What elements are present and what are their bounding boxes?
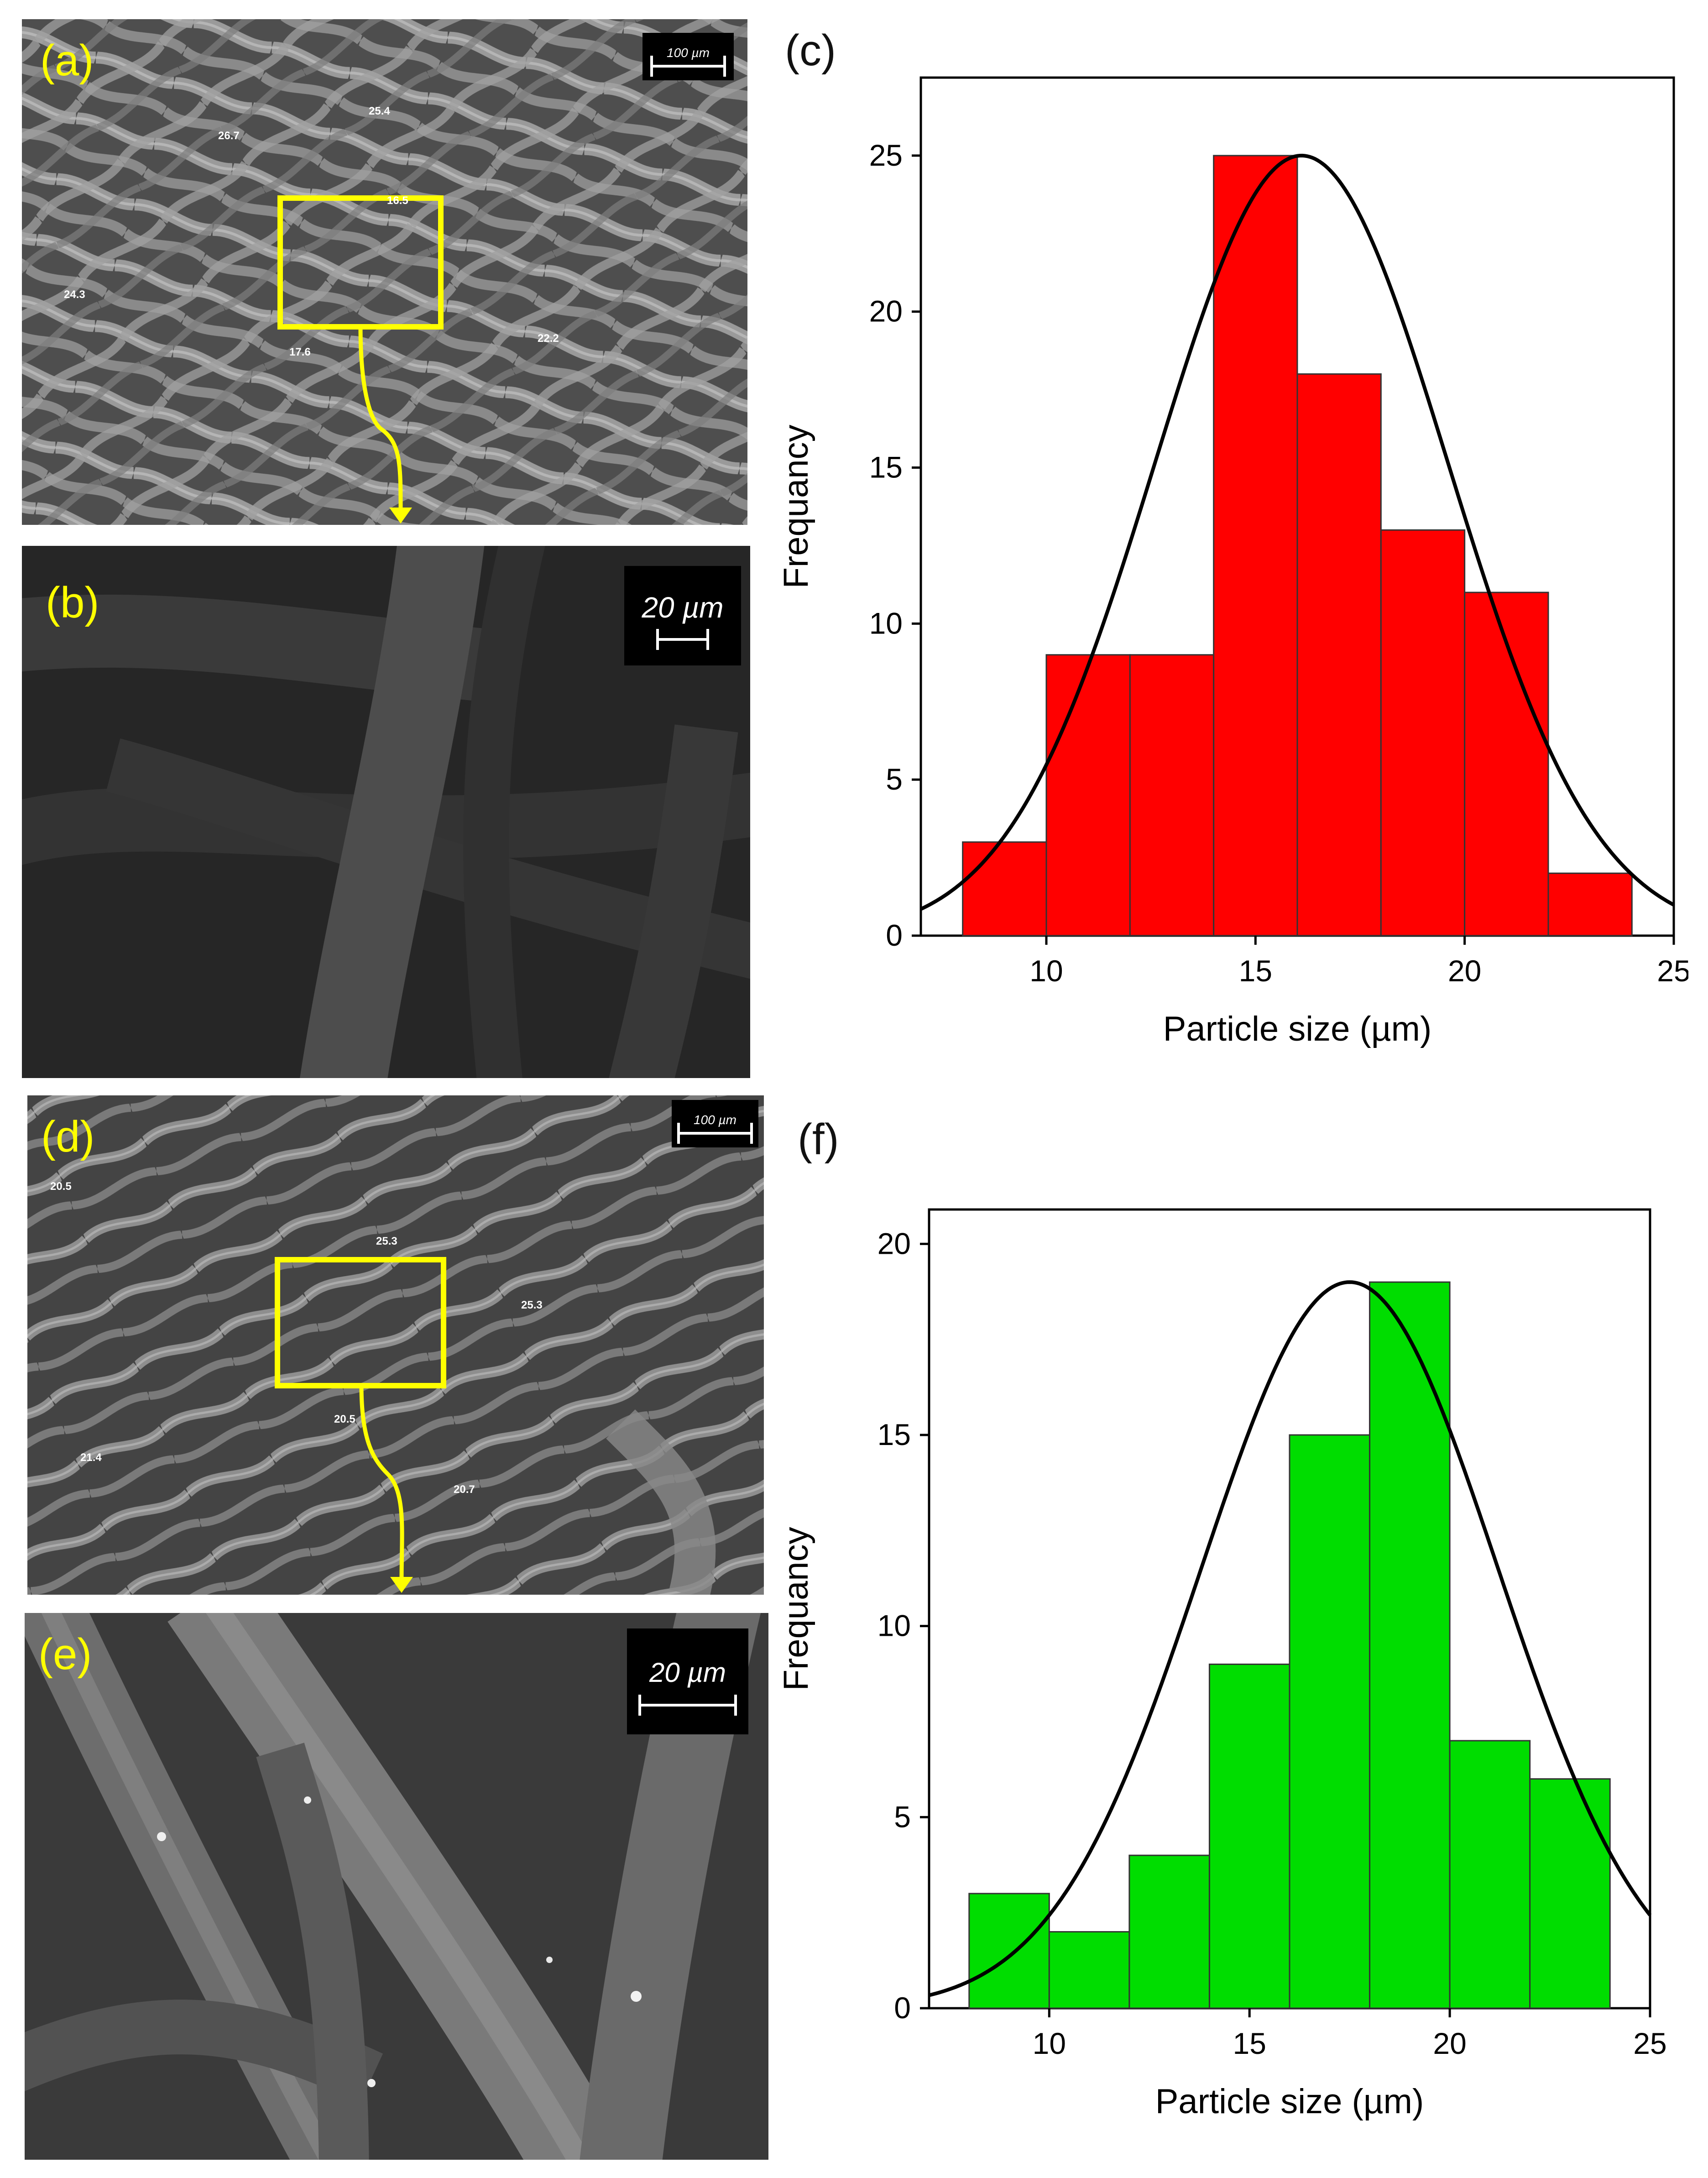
- histogram-bar: [1449, 1740, 1531, 2009]
- y-tick-label: 0: [886, 918, 903, 952]
- y-tick-label: 25: [869, 138, 903, 172]
- measurement-label: 25.3: [521, 1299, 543, 1311]
- histogram-chart-c: 10 15 20 25 0 5 10 15 20 25 Particle size (µm) Freq…: [776, 64, 1691, 1086]
- y-tick-label: 15: [878, 1418, 911, 1451]
- scale-bar-label-d: 100 µm: [694, 1113, 736, 1127]
- measurement-label: 20.5: [50, 1180, 72, 1193]
- scale-bar-label-e: 20 µm: [649, 1657, 726, 1688]
- panel-label-f: (f): [798, 1115, 839, 1164]
- measurement-label: 25.3: [376, 1235, 397, 1247]
- x-axis-label: Particle size (µm): [1163, 1010, 1432, 1048]
- y-axis-label: Frequancy: [777, 1527, 815, 1691]
- sem-image-e: (e) 20 µm: [25, 1613, 768, 2160]
- histogram-bar: [1208, 1663, 1290, 2009]
- x-axis-label: Particle size (µm): [1155, 2082, 1424, 2121]
- measurement-label: 24.3: [64, 288, 85, 301]
- x-tick-label: 20: [1433, 2026, 1466, 2060]
- histogram-chart-f: 10 15 20 25 0 5 10 15 20 Particle size (µm) Frequa…: [776, 1187, 1688, 2168]
- panel-label-d: (d): [41, 1112, 95, 1161]
- scale-bar-d: 100 µm: [672, 1100, 758, 1147]
- histogram-bar: [1529, 1778, 1611, 2009]
- histogram-bar: [1380, 529, 1466, 937]
- histogram-bar: [1129, 654, 1215, 937]
- histogram-bar: [1213, 155, 1298, 937]
- scale-bar-e: 20 µm: [627, 1628, 748, 1734]
- scale-bar-label-a: 100 µm: [667, 46, 710, 60]
- histogram-bar: [1048, 1931, 1130, 2009]
- y-tick-label: 15: [869, 450, 903, 484]
- fiber-texture-a: [22, 19, 747, 525]
- histogram-bar: [962, 841, 1047, 937]
- gaussian-fit-curve: [920, 153, 1675, 911]
- x-tick-label: 20: [1448, 954, 1481, 988]
- histogram-bar: [1369, 1281, 1451, 2009]
- histogram-svg-c: 10 15 20 25 0 5 10 15 20 25 Particle size (µm) Freq…: [777, 76, 1691, 1048]
- fiber-texture-d: [27, 1095, 764, 1595]
- y-axis-label: Frequancy: [777, 424, 815, 588]
- measurement-label: 20.7: [454, 1483, 475, 1496]
- measurement-label: 22.2: [538, 332, 559, 345]
- zoom-arrow-a: [358, 326, 403, 510]
- sem-image-d: (d) 100 µm 20.5 25.3 25.3 21.4 20.5 20.7: [27, 1095, 764, 1595]
- measurement-label: 20.5: [334, 1413, 355, 1425]
- histogram-bar: [1547, 872, 1633, 937]
- panel-label-a: (a): [40, 36, 94, 85]
- histogram-bar: [1128, 1854, 1210, 2009]
- y-tick-label: 10: [869, 606, 903, 640]
- sem-image-a: (a) 100 µm 26.7 25.4 24.3 17.6 22.2 16.5: [22, 19, 747, 525]
- y-tick-label: 5: [894, 1800, 911, 1833]
- measurement-label: 17.6: [289, 346, 311, 358]
- histogram-bar: [1045, 654, 1131, 937]
- panel-label-c: (c): [785, 26, 836, 75]
- y-tick-label: 20: [878, 1226, 911, 1260]
- histogram-bar: [1464, 592, 1549, 937]
- x-tick-label: 10: [1029, 954, 1063, 988]
- panel-label-e: (e): [38, 1630, 92, 1679]
- y-tick-label: 0: [894, 1991, 911, 2025]
- zoom-arrow-d: [359, 1385, 404, 1580]
- x-tick-label: 25: [1657, 954, 1688, 988]
- x-tick-label: 15: [1239, 954, 1272, 988]
- measurement-label: 16.5: [387, 194, 408, 207]
- x-tick-label: 25: [1633, 2026, 1666, 2060]
- scale-bar-b: 20 µm: [624, 566, 741, 665]
- measurement-label: 26.7: [218, 130, 240, 142]
- fiber-texture-e: [25, 1613, 761, 2160]
- histogram-bar: [968, 1893, 1050, 2009]
- x-tick-label: 15: [1233, 2026, 1266, 2060]
- histogram-bar: [1289, 1434, 1371, 2009]
- measurement-label: 25.4: [369, 105, 390, 117]
- gaussian-fit-curve: [929, 1280, 1652, 1997]
- x-tick-label: 10: [1033, 2026, 1066, 2060]
- measurement-label: 21.4: [80, 1451, 102, 1464]
- scale-bar-a: 100 µm: [642, 33, 734, 80]
- y-tick-label: 5: [886, 762, 903, 796]
- histogram-bar: [1296, 373, 1382, 937]
- y-tick-label: 10: [878, 1609, 911, 1643]
- panel-label-b: (b): [46, 578, 99, 627]
- scale-bar-label-b: 20 µm: [642, 591, 724, 624]
- y-tick-label: 20: [869, 294, 903, 328]
- sem-image-b: (b) 20 µm: [22, 546, 750, 1078]
- fiber-texture-b: [22, 546, 750, 1078]
- histogram-svg-f: 10 15 20 25 0 5 10 15 20 Particle size (µm) Frequa…: [777, 1208, 1667, 2121]
